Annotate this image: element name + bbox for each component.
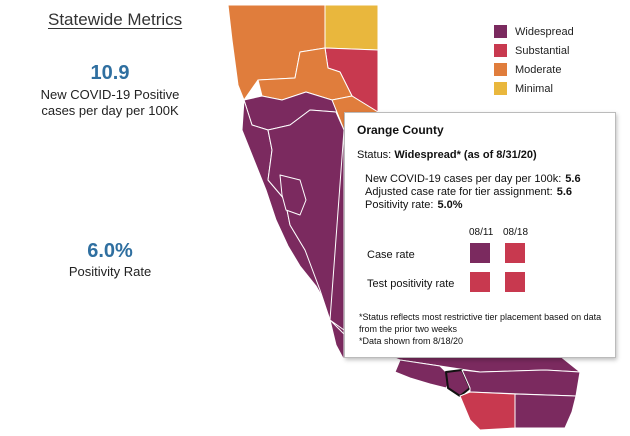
case-rate-value: 10.9 — [90, 62, 130, 84]
legend-item: Moderate — [494, 60, 574, 79]
county-los-angeles[interactable] — [394, 359, 453, 389]
tooltip-stats: New COVID-19 cases per day per 100k: 5.6 … — [365, 173, 581, 212]
case-rate-label-1: New COVID-19 Positive — [40, 87, 180, 102]
legend-item: Widespread — [494, 22, 574, 41]
metrics-title: Statewide Metrics — [48, 10, 183, 29]
note-status: *Status reflects most restrictive tier p… — [359, 312, 602, 334]
legend-swatch — [494, 25, 507, 38]
stat-row: Positivity rate: 5.0% — [365, 199, 463, 211]
column-header-0818: 08/18 — [503, 227, 529, 238]
legend-swatch — [494, 82, 507, 95]
positivity-value: 6.0% — [87, 240, 133, 262]
column-header-0811: 08/11 — [469, 227, 494, 238]
legend-swatch — [494, 63, 507, 76]
tier-legend: Widespread Substantial Moderate Minimal — [494, 22, 574, 98]
case-rate-0818-box — [505, 243, 525, 263]
county-sacramento-valley[interactable] — [267, 109, 345, 331]
tooltip-county-name: Orange County — [357, 123, 444, 137]
tooltip-notes: *Status reflects most restrictive tier p… — [359, 311, 609, 347]
positivity-0818-box — [505, 272, 525, 292]
positivity-label: Positivity Rate — [68, 264, 152, 279]
row-label-case-rate: Case rate — [367, 249, 415, 261]
legend-item: Substantial — [494, 41, 574, 60]
legend-swatch — [494, 44, 507, 57]
county-bay-area[interactable] — [279, 174, 307, 216]
county-imperial[interactable] — [514, 393, 577, 429]
stat-row: New COVID-19 cases per day per 100k: 5.6 — [365, 173, 581, 185]
legend-item: Minimal — [494, 79, 574, 98]
tooltip-status: Status: Widespread* (as of 8/31/20) — [357, 149, 537, 161]
stat-row: Adjusted case rate for tier assignment: 5… — [365, 186, 573, 198]
positivity-0811-box — [470, 272, 490, 292]
statewide-metrics-panel: Statewide Metrics 10.9 New COVID-19 Posi… — [0, 0, 220, 436]
note-data-date: *Data shown from 8/18/20 — [359, 336, 464, 346]
county-tooltip: Orange County Status: Widespread* (as of… — [344, 112, 616, 358]
case-rate-label-2: cases per day per 100K — [41, 103, 179, 118]
county-orange[interactable] — [445, 369, 471, 397]
county-modoc[interactable] — [324, 4, 379, 51]
county-san-diego[interactable] — [459, 391, 516, 431]
row-label-test-positivity: Test positivity rate — [367, 278, 455, 290]
case-rate-0811-box — [470, 243, 490, 263]
